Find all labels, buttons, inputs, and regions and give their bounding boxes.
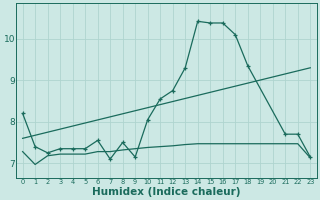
X-axis label: Humidex (Indice chaleur): Humidex (Indice chaleur) <box>92 187 241 197</box>
